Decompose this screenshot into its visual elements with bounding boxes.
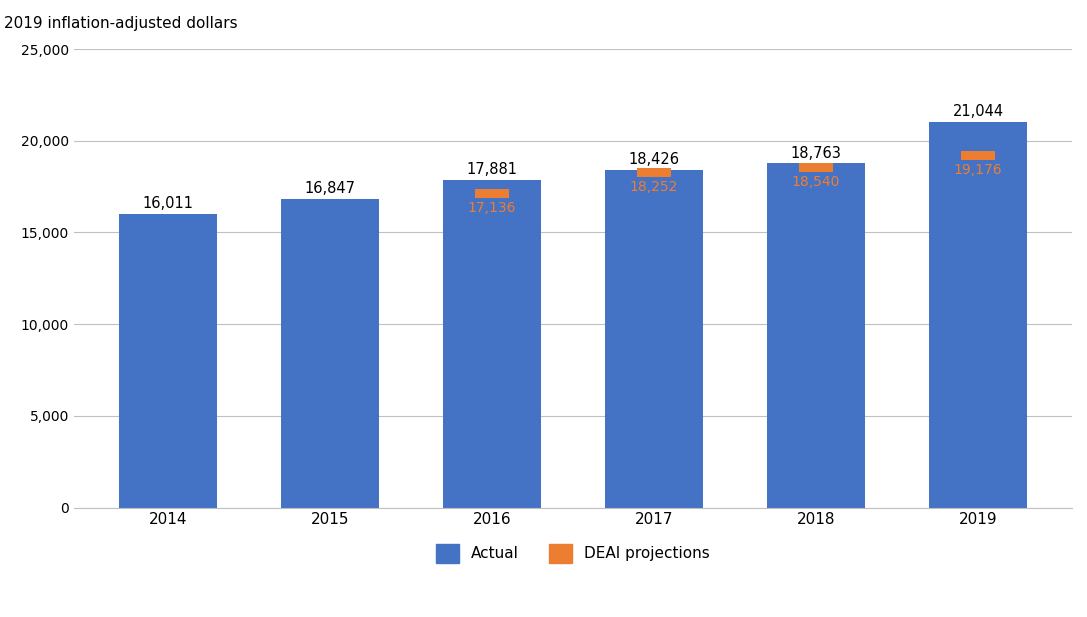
- Bar: [767, 164, 864, 508]
- FancyBboxPatch shape: [475, 189, 509, 198]
- Bar: [929, 122, 1026, 508]
- Bar: [120, 214, 216, 508]
- Text: 17,136: 17,136: [467, 201, 516, 215]
- FancyBboxPatch shape: [799, 163, 833, 172]
- Text: 18,252: 18,252: [629, 180, 678, 194]
- FancyBboxPatch shape: [637, 168, 671, 177]
- Text: 18,763: 18,763: [790, 146, 841, 160]
- Legend: Actual, DEAI projections: Actual, DEAI projections: [429, 538, 716, 569]
- Text: 18,540: 18,540: [791, 175, 840, 189]
- Text: 17,881: 17,881: [466, 162, 517, 177]
- Bar: [605, 170, 702, 508]
- Text: 16,011: 16,011: [142, 196, 193, 211]
- Text: 21,044: 21,044: [952, 104, 1003, 119]
- Text: 16,847: 16,847: [304, 181, 355, 196]
- Text: 2019 inflation-adjusted dollars: 2019 inflation-adjusted dollars: [4, 15, 238, 31]
- Bar: [443, 180, 540, 508]
- Bar: [282, 199, 378, 508]
- Text: 18,426: 18,426: [628, 152, 679, 167]
- Text: 19,176: 19,176: [953, 163, 1002, 177]
- FancyBboxPatch shape: [961, 151, 995, 160]
